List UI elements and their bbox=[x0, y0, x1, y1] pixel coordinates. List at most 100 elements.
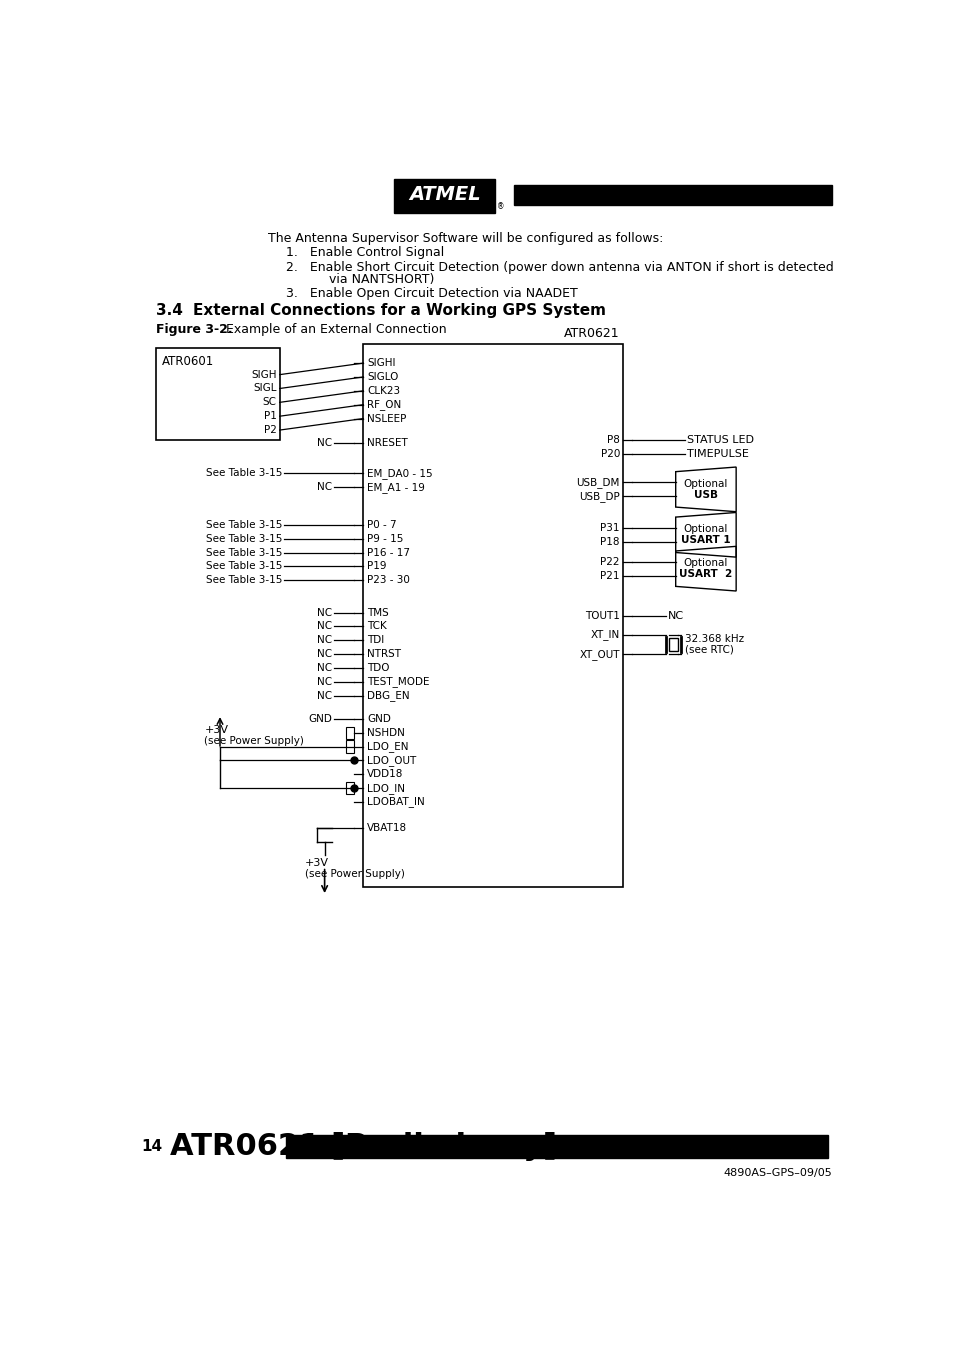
Text: 14: 14 bbox=[141, 1139, 162, 1154]
Text: via NANTSHORT): via NANTSHORT) bbox=[305, 273, 435, 286]
Text: P9 - 15: P9 - 15 bbox=[367, 534, 403, 543]
Text: ATR0621 [Preliminary]: ATR0621 [Preliminary] bbox=[170, 1132, 557, 1161]
Text: 4890AS–GPS–09/05: 4890AS–GPS–09/05 bbox=[722, 1169, 831, 1178]
Text: The Antenna Supervisor Software will be configured as follows:: The Antenna Supervisor Software will be … bbox=[268, 232, 662, 245]
Text: See Table 3-15: See Table 3-15 bbox=[206, 547, 282, 558]
Text: NSLEEP: NSLEEP bbox=[367, 413, 406, 423]
Text: ATMEL: ATMEL bbox=[409, 185, 480, 204]
Text: DBG_EN: DBG_EN bbox=[367, 690, 410, 701]
Text: +3V: +3V bbox=[204, 724, 229, 735]
Text: TDI: TDI bbox=[367, 635, 384, 646]
Bar bbox=[363, 345, 622, 886]
Bar bbox=[668, 639, 678, 651]
Bar bbox=[394, 180, 495, 213]
Text: EM_DA0 - 15: EM_DA0 - 15 bbox=[367, 467, 433, 478]
Text: NRESET: NRESET bbox=[367, 438, 408, 449]
Text: EM_A1 - 19: EM_A1 - 19 bbox=[367, 481, 425, 493]
Text: SIGHI: SIGHI bbox=[367, 358, 395, 367]
Text: NSHDN: NSHDN bbox=[367, 728, 405, 738]
Text: USB_DP: USB_DP bbox=[578, 490, 619, 501]
Text: TOUT1: TOUT1 bbox=[584, 611, 619, 620]
Text: 1.   Enable Control Signal: 1. Enable Control Signal bbox=[286, 246, 444, 258]
Text: See Table 3-15: See Table 3-15 bbox=[206, 562, 282, 571]
Text: (see RTC): (see RTC) bbox=[684, 644, 733, 655]
Text: P19: P19 bbox=[367, 562, 386, 571]
Text: P31: P31 bbox=[599, 523, 619, 532]
Text: LDO_EN: LDO_EN bbox=[367, 742, 408, 753]
Text: XT_IN: XT_IN bbox=[590, 630, 619, 640]
Text: Figure 3-2.: Figure 3-2. bbox=[155, 323, 233, 336]
Text: GND: GND bbox=[367, 713, 391, 724]
Text: External Connections for a Working GPS System: External Connections for a Working GPS S… bbox=[193, 303, 605, 319]
Text: NC: NC bbox=[317, 621, 332, 631]
Text: NTRST: NTRST bbox=[367, 648, 401, 659]
Text: NC: NC bbox=[317, 648, 332, 659]
Text: SC: SC bbox=[262, 397, 276, 408]
Text: P18: P18 bbox=[599, 536, 619, 547]
Text: P22: P22 bbox=[599, 557, 619, 567]
Text: TIMEPULSE: TIMEPULSE bbox=[686, 449, 748, 459]
Text: NC: NC bbox=[317, 663, 332, 673]
Text: SIGL: SIGL bbox=[253, 384, 276, 393]
Text: P0 - 7: P0 - 7 bbox=[367, 520, 396, 530]
Text: NC: NC bbox=[317, 482, 332, 492]
Text: P2: P2 bbox=[263, 426, 276, 435]
Text: USART  2: USART 2 bbox=[679, 569, 732, 580]
Text: TDO: TDO bbox=[367, 663, 390, 673]
Text: SIGLO: SIGLO bbox=[367, 372, 398, 382]
Text: TMS: TMS bbox=[367, 608, 389, 617]
Text: TCK: TCK bbox=[367, 621, 387, 631]
Bar bbox=[346, 782, 354, 794]
Text: CLK23: CLK23 bbox=[367, 386, 400, 396]
Text: See Table 3-15: See Table 3-15 bbox=[206, 469, 282, 478]
Text: P21: P21 bbox=[599, 570, 619, 581]
Text: ATR0601: ATR0601 bbox=[162, 355, 213, 369]
Text: TEST_MODE: TEST_MODE bbox=[367, 677, 429, 688]
Text: P20: P20 bbox=[599, 449, 619, 459]
Text: NC: NC bbox=[317, 690, 332, 701]
Text: Optional: Optional bbox=[683, 480, 727, 489]
Text: Optional: Optional bbox=[683, 524, 727, 535]
Text: P1: P1 bbox=[263, 411, 276, 422]
Text: 2.   Enable Short Circuit Detection (power down antenna via ANTON if short is de: 2. Enable Short Circuit Detection (power… bbox=[286, 261, 833, 274]
Text: VBAT18: VBAT18 bbox=[367, 823, 407, 834]
Text: XT_OUT: XT_OUT bbox=[578, 648, 619, 659]
Text: NC: NC bbox=[317, 677, 332, 686]
Text: (see Power Supply): (see Power Supply) bbox=[305, 870, 405, 880]
Text: USB_DM: USB_DM bbox=[576, 477, 619, 488]
Text: GND: GND bbox=[308, 713, 332, 724]
Text: LDO_OUT: LDO_OUT bbox=[367, 755, 416, 766]
Bar bbox=[514, 185, 831, 205]
Text: See Table 3-15: See Table 3-15 bbox=[206, 520, 282, 530]
Text: ATR0621: ATR0621 bbox=[563, 327, 618, 340]
Text: USART 1: USART 1 bbox=[680, 535, 730, 546]
Text: NC: NC bbox=[667, 611, 683, 620]
Text: VDD18: VDD18 bbox=[367, 769, 403, 780]
Text: RF_ON: RF_ON bbox=[367, 399, 401, 411]
Text: SIGH: SIGH bbox=[251, 370, 276, 380]
Text: P8: P8 bbox=[606, 435, 619, 444]
Bar bbox=[346, 740, 354, 753]
Text: P16 - 17: P16 - 17 bbox=[367, 547, 410, 558]
Text: 3.   Enable Open Circuit Detection via NAADET: 3. Enable Open Circuit Detection via NAA… bbox=[286, 288, 577, 300]
Bar bbox=[286, 1135, 827, 1158]
Text: Optional: Optional bbox=[683, 558, 727, 569]
Bar bbox=[155, 347, 279, 440]
Text: 32.368 kHz: 32.368 kHz bbox=[684, 634, 743, 644]
Text: STATUS LED: STATUS LED bbox=[686, 435, 754, 444]
Text: Example of an External Connection: Example of an External Connection bbox=[226, 323, 446, 336]
Text: NC: NC bbox=[317, 635, 332, 646]
Text: LDO_IN: LDO_IN bbox=[367, 782, 405, 793]
Text: 3.4: 3.4 bbox=[155, 303, 182, 319]
Text: +3V: +3V bbox=[305, 858, 329, 867]
Text: (see Power Supply): (see Power Supply) bbox=[204, 736, 304, 746]
Text: NC: NC bbox=[317, 438, 332, 449]
Text: P23 - 30: P23 - 30 bbox=[367, 576, 410, 585]
Text: LDOBAT_IN: LDOBAT_IN bbox=[367, 797, 424, 808]
Text: ®: ® bbox=[497, 201, 503, 211]
Bar bbox=[346, 727, 354, 739]
Text: See Table 3-15: See Table 3-15 bbox=[206, 534, 282, 543]
Text: See Table 3-15: See Table 3-15 bbox=[206, 576, 282, 585]
Text: NC: NC bbox=[317, 608, 332, 617]
Text: USB: USB bbox=[693, 490, 718, 500]
